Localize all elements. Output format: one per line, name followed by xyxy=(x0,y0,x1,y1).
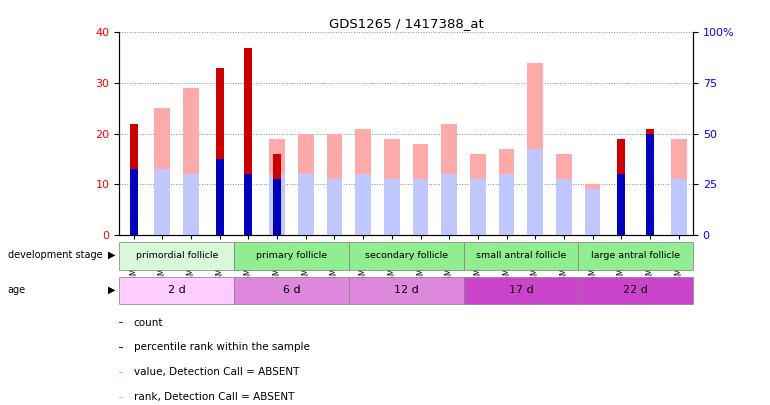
Text: 17 d: 17 d xyxy=(508,285,534,295)
Bar xyxy=(355,174,371,235)
Bar xyxy=(355,129,371,235)
Bar xyxy=(270,139,285,235)
Bar xyxy=(618,139,625,235)
Bar xyxy=(441,174,457,235)
Bar xyxy=(183,88,199,235)
Bar xyxy=(216,68,224,235)
Bar xyxy=(584,184,601,235)
Bar xyxy=(470,154,486,235)
Bar xyxy=(349,243,464,270)
Bar xyxy=(129,169,138,235)
Bar xyxy=(499,174,514,235)
Text: value, Detection Call = ABSENT: value, Detection Call = ABSENT xyxy=(134,367,300,377)
Bar xyxy=(464,243,578,270)
Text: secondary follicle: secondary follicle xyxy=(365,251,447,260)
Text: rank, Detection Call = ABSENT: rank, Detection Call = ABSENT xyxy=(134,392,294,403)
Bar xyxy=(155,169,170,235)
Bar xyxy=(119,372,123,373)
Text: primary follicle: primary follicle xyxy=(256,251,327,260)
Bar xyxy=(244,174,253,235)
Bar xyxy=(384,139,400,235)
Text: small antral follicle: small antral follicle xyxy=(476,251,566,260)
Bar xyxy=(273,154,281,235)
Text: percentile rank within the sample: percentile rank within the sample xyxy=(134,343,310,352)
Bar xyxy=(556,154,572,235)
Text: development stage: development stage xyxy=(8,250,102,260)
Text: primordial follicle: primordial follicle xyxy=(136,251,218,260)
Bar xyxy=(441,124,457,235)
Bar xyxy=(556,179,572,235)
Bar xyxy=(119,277,234,304)
Text: ▶: ▶ xyxy=(108,250,116,260)
Text: ▶: ▶ xyxy=(108,285,116,294)
Text: age: age xyxy=(8,285,26,294)
Bar xyxy=(464,277,578,304)
Bar xyxy=(234,277,349,304)
Bar xyxy=(270,174,285,235)
Text: 22 d: 22 d xyxy=(623,285,648,295)
Bar xyxy=(326,134,343,235)
Bar xyxy=(119,397,123,398)
Bar xyxy=(349,277,464,304)
Text: count: count xyxy=(134,318,163,328)
Bar xyxy=(384,179,400,235)
Bar xyxy=(527,63,543,235)
Bar xyxy=(119,243,234,270)
Bar xyxy=(671,139,687,235)
Bar xyxy=(578,277,693,304)
Bar xyxy=(499,149,514,235)
Bar xyxy=(618,174,625,235)
Bar xyxy=(298,174,313,235)
Bar xyxy=(129,124,138,235)
Bar xyxy=(413,144,428,235)
Text: 6 d: 6 d xyxy=(283,285,300,295)
Bar xyxy=(413,179,428,235)
Bar xyxy=(646,134,654,235)
Bar xyxy=(527,149,543,235)
Bar xyxy=(119,347,123,348)
Bar xyxy=(244,47,253,235)
Bar xyxy=(273,179,281,235)
Bar xyxy=(671,179,687,235)
Text: large antral follicle: large antral follicle xyxy=(591,251,680,260)
Title: GDS1265 / 1417388_at: GDS1265 / 1417388_at xyxy=(329,17,484,30)
Bar xyxy=(326,179,343,235)
Bar xyxy=(119,322,123,323)
Bar xyxy=(584,190,601,235)
Bar xyxy=(578,243,693,270)
Bar xyxy=(155,108,170,235)
Bar xyxy=(234,243,349,270)
Bar xyxy=(298,134,313,235)
Bar xyxy=(183,174,199,235)
Text: 2 d: 2 d xyxy=(168,285,186,295)
Bar xyxy=(216,159,224,235)
Bar xyxy=(646,129,654,235)
Text: 12 d: 12 d xyxy=(393,285,419,295)
Bar xyxy=(470,179,486,235)
